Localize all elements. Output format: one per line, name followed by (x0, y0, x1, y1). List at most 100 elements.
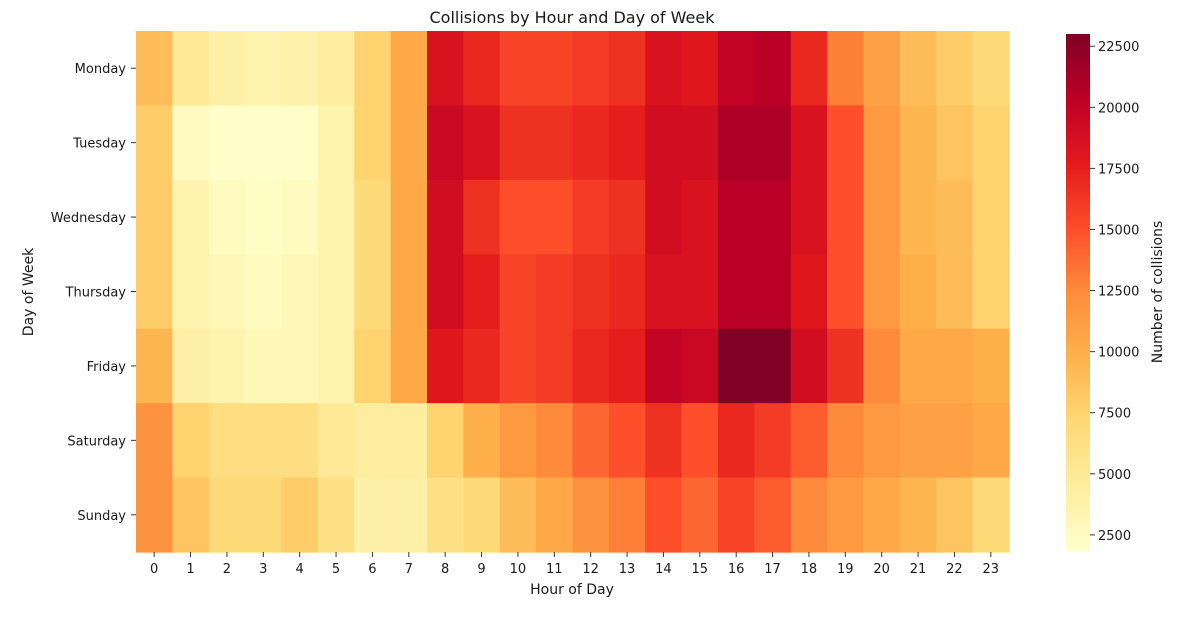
heatmap-cell (645, 328, 683, 404)
colorbar-tick-label: 2500 (1098, 529, 1131, 544)
heatmap-cell (317, 477, 355, 553)
heatmap-cell (317, 328, 355, 404)
heatmap-cell (536, 179, 574, 255)
heatmap-cell (427, 105, 464, 181)
heatmap-cell (863, 179, 901, 255)
heatmap-cell (608, 328, 646, 404)
heatmap-cell (317, 179, 355, 255)
heatmap-cell (281, 105, 319, 181)
heatmap-cell (245, 328, 283, 404)
y-tick-label: Tuesday (72, 137, 126, 152)
x-tick-label: 15 (692, 562, 709, 577)
heatmap-cell (281, 31, 319, 107)
heatmap-cell (354, 254, 392, 330)
heatmap-cell (463, 105, 501, 181)
heatmap-cell (645, 179, 683, 255)
heatmap-cell (172, 254, 210, 330)
heatmap-cell (281, 179, 319, 255)
heatmap-cell (572, 477, 610, 553)
heatmap-cell (899, 477, 937, 553)
x-tick-label: 7 (405, 562, 413, 577)
colorbar-ticks: 2500 5000 7500 10000 12500 15000 17500 20000 225… (1090, 40, 1139, 544)
x-tick-label: 6 (368, 562, 376, 577)
heatmap-cell (936, 105, 974, 181)
heatmap-cell (681, 105, 719, 181)
heatmap-cell (608, 477, 646, 553)
heatmap-cell (136, 403, 173, 479)
heatmap-cell (863, 403, 901, 479)
heatmap-cell (681, 31, 719, 107)
heatmap-cell (972, 477, 1010, 553)
heatmap-cell (718, 328, 755, 404)
heatmap-cell (718, 105, 755, 181)
colorbar-tick-label: 17500 (1098, 162, 1139, 177)
heatmap-cell (790, 179, 828, 255)
heatmap-cell (208, 403, 246, 479)
heatmap-cell (681, 403, 719, 479)
y-tick-label: Wednesday (51, 211, 127, 226)
x-tick-label: 1 (186, 562, 194, 577)
heatmap-cell (972, 179, 1010, 255)
heatmap-cell (245, 403, 283, 479)
heatmap-cell (136, 105, 173, 181)
heatmap-cell (645, 477, 683, 553)
heatmap-cell (827, 254, 865, 330)
x-tick-label: 4 (296, 562, 304, 577)
heatmap-cell (608, 105, 646, 181)
heatmap-cell (790, 328, 828, 404)
heatmap-cell (427, 328, 464, 404)
x-axis-label: Hour of Day (530, 582, 614, 598)
x-tick-label: 18 (801, 562, 818, 577)
heatmap-cell (936, 328, 974, 404)
heatmap-cell (572, 254, 610, 330)
heatmap-cell (681, 477, 719, 553)
heatmap-cell (245, 105, 283, 181)
heatmap-cell (827, 31, 865, 107)
heatmap-cell (790, 477, 828, 553)
heatmap-cell (972, 31, 1010, 107)
heatmap-cell (863, 328, 901, 404)
heatmap-cell (281, 477, 319, 553)
heatmap-cell (972, 254, 1010, 330)
heatmap-cell (572, 31, 610, 107)
heatmap-cell (427, 477, 464, 553)
heatmap-cell (863, 254, 901, 330)
heatmap-cell (899, 328, 937, 404)
y-axis-label: Day of Week (21, 247, 37, 336)
x-tick-label: 9 (477, 562, 485, 577)
heatmap-cell (317, 105, 355, 181)
x-tick-label: 8 (441, 562, 449, 577)
x-tick-label: 14 (655, 562, 672, 577)
heatmap-cell (754, 105, 792, 181)
heatmap-cell (463, 403, 501, 479)
heatmap-cell (899, 179, 937, 255)
x-tick-label: 16 (728, 562, 745, 577)
heatmap-cell (863, 105, 901, 181)
colorbar-tick-label: 7500 (1098, 407, 1131, 422)
heatmap-cell (827, 403, 865, 479)
x-tick-label: 19 (837, 562, 854, 577)
heatmap-cell (572, 105, 610, 181)
heatmap-cell (936, 179, 974, 255)
heatmap-cell (681, 254, 719, 330)
heatmap-cell (208, 179, 246, 255)
y-tick-label: Monday (75, 62, 127, 77)
x-tick-label: 13 (619, 562, 636, 577)
heatmap-cell (972, 105, 1010, 181)
heatmap-cell (572, 328, 610, 404)
heatmap-cell (136, 477, 173, 553)
heatmap-cell (172, 105, 210, 181)
heatmap-cell (608, 403, 646, 479)
heatmap-cell (681, 179, 719, 255)
heatmap-cell (136, 31, 173, 107)
heatmap-cell (972, 403, 1010, 479)
heatmap-cell (427, 31, 464, 107)
heatmap-cell (790, 254, 828, 330)
colorbar-tick-label: 15000 (1098, 223, 1139, 238)
heatmap-cell (572, 403, 610, 479)
x-tick-label: 10 (510, 562, 527, 577)
heatmap-cell (863, 477, 901, 553)
heatmap-cell (499, 105, 537, 181)
heatmap-cell (172, 403, 210, 479)
